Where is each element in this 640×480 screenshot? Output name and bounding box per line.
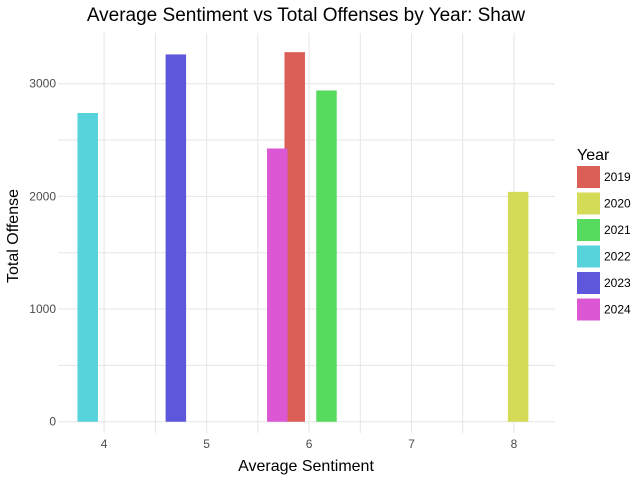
- y-tick-label: 2000: [29, 189, 56, 203]
- legend-label-2023: 2023: [604, 276, 631, 290]
- x-tick-label: 4: [101, 437, 108, 451]
- bar-2021: [316, 90, 337, 422]
- legend-label-2019: 2019: [604, 170, 631, 184]
- grid: [58, 33, 555, 433]
- x-axis-title: Average Sentiment: [238, 458, 374, 475]
- legend: Year 2019 2020 2021 2022 2023 2024: [577, 147, 631, 321]
- bar-2020: [507, 191, 529, 422]
- legend-swatch-2019: [577, 166, 600, 188]
- chart-title: Average Sentiment vs Total Offenses by Y…: [87, 5, 526, 26]
- bar-2022: [77, 113, 98, 422]
- legend-title: Year: [577, 147, 610, 164]
- x-axis-ticks: 4 5 6 7 8: [101, 437, 518, 451]
- y-tick-label: 3000: [29, 77, 56, 91]
- x-tick-label: 5: [203, 437, 210, 451]
- y-tick-label: 0: [49, 415, 56, 429]
- legend-label-2020: 2020: [604, 197, 631, 211]
- y-tick-label: 1000: [29, 302, 56, 316]
- legend-swatch-2021: [577, 219, 600, 241]
- legend-swatch-2023: [577, 272, 600, 294]
- bar-2023: [165, 54, 187, 422]
- legend-swatch-2020: [577, 192, 600, 215]
- x-tick-label: 8: [511, 437, 518, 451]
- legend-swatch-2022: [577, 245, 600, 268]
- x-tick-label: 6: [306, 437, 313, 451]
- y-axis-ticks: 0 1000 2000 3000: [29, 77, 56, 429]
- bar-2024: [267, 148, 288, 422]
- legend-label-2024: 2024: [604, 303, 631, 317]
- y-axis-title: Total Offense: [5, 189, 22, 283]
- bar-2019: [284, 52, 305, 422]
- legend-label-2022: 2022: [604, 250, 631, 264]
- bars: [77, 52, 529, 422]
- x-tick-label: 7: [408, 437, 415, 451]
- legend-label-2021: 2021: [604, 223, 631, 237]
- legend-swatch-2024: [577, 298, 600, 321]
